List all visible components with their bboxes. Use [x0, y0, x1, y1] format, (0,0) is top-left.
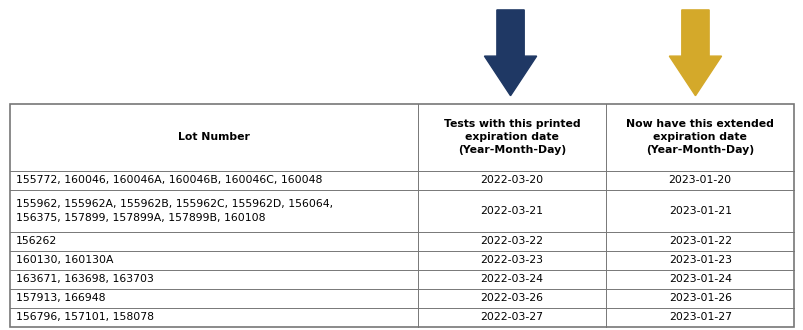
Text: Now have this extended
expiration date
(Year-Month-Day): Now have this extended expiration date (…	[626, 119, 773, 155]
Text: 2022-03-22: 2022-03-22	[479, 236, 543, 246]
Text: 157913, 166948: 157913, 166948	[16, 293, 105, 303]
FancyArrow shape	[483, 10, 536, 96]
Text: 2023-01-26: 2023-01-26	[668, 293, 731, 303]
Text: 155962, 155962A, 155962B, 155962C, 155962D, 156064,
156375, 157899, 157899A, 157: 155962, 155962A, 155962B, 155962C, 15596…	[16, 199, 332, 222]
Text: 160130, 160130A: 160130, 160130A	[16, 255, 113, 265]
Text: 2022-03-26: 2022-03-26	[479, 293, 543, 303]
Text: 2023-01-27: 2023-01-27	[668, 312, 731, 322]
Text: 2023-01-22: 2023-01-22	[668, 236, 731, 246]
Bar	[10, 104, 793, 327]
Text: 2022-03-27: 2022-03-27	[479, 312, 543, 322]
Text: 2022-03-24: 2022-03-24	[479, 274, 543, 284]
Text: 156796, 157101, 158078: 156796, 157101, 158078	[16, 312, 154, 322]
Text: 2023-01-24: 2023-01-24	[668, 274, 731, 284]
Text: 163671, 163698, 163703: 163671, 163698, 163703	[16, 274, 153, 284]
Text: 2022-03-20: 2022-03-20	[479, 175, 543, 185]
FancyArrow shape	[668, 10, 721, 96]
Text: 156262: 156262	[16, 236, 57, 246]
Text: 2023-01-20: 2023-01-20	[668, 175, 731, 185]
Text: 2022-03-23: 2022-03-23	[479, 255, 543, 265]
Text: 2023-01-21: 2023-01-21	[668, 206, 731, 215]
Text: 155772, 160046, 160046A, 160046B, 160046C, 160048: 155772, 160046, 160046A, 160046B, 160046…	[16, 175, 322, 185]
Text: 2023-01-23: 2023-01-23	[668, 255, 731, 265]
Text: 2022-03-21: 2022-03-21	[479, 206, 543, 215]
Text: Tests with this printed
expiration date
(Year-Month-Day): Tests with this printed expiration date …	[443, 119, 580, 155]
Text: Lot Number: Lot Number	[177, 132, 249, 142]
